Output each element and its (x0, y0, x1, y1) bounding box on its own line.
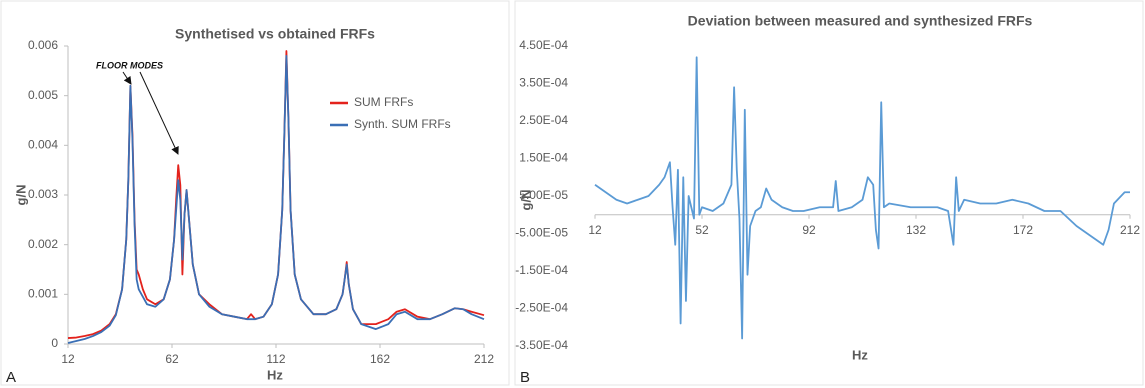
y-tick-label: -5.00E-05 (515, 226, 568, 240)
y-tick-label: 2.50E-04 (519, 113, 568, 127)
y-tick-label: 5.00E-05 (519, 188, 568, 202)
y-tick-label: -2.50E-04 (515, 301, 568, 315)
x-tick-label: 12 (588, 223, 602, 237)
data-line (67, 55, 485, 344)
annotation-arrow (122, 71, 132, 85)
panel-label: B (520, 369, 530, 386)
y-tick-label: 0.004 (28, 138, 58, 152)
x-tick-label: 162 (370, 352, 390, 366)
y-tick-label: 0.006 (28, 38, 58, 52)
y-tick-label: 0.001 (28, 287, 58, 301)
data-line (594, 56, 1130, 340)
y-tick-label: 0.002 (28, 237, 58, 251)
x-axis-label: Hz (852, 347, 868, 362)
y-axis-label: g/N (518, 190, 533, 211)
legend-label: Synth. SUM FRFs (354, 117, 451, 131)
x-tick-label: 212 (474, 352, 494, 366)
x-tick-label: 92 (802, 223, 816, 237)
annotation: FLOOR MODES (96, 60, 163, 70)
panel-frame (0, 0, 510, 386)
x-tick-label: 52 (695, 223, 709, 237)
y-tick-label: 0.005 (28, 88, 58, 102)
x-tick-label: 212 (1120, 223, 1140, 237)
y-tick-label: 1.50E-04 (519, 151, 568, 165)
y-axis-label: g/N (13, 185, 28, 206)
y-tick-label: 0.003 (28, 187, 58, 201)
y-tick-label: -3.50E-04 (515, 338, 568, 352)
x-tick-label: 62 (165, 352, 179, 366)
y-tick-label: -1.50E-04 (515, 263, 568, 277)
panel-frame (514, 0, 1144, 386)
x-axis-label: Hz (267, 367, 283, 382)
y-tick-label: 4.50E-04 (519, 38, 568, 52)
legend-label: SUM FRFs (354, 95, 413, 109)
annotation-arrow (139, 71, 179, 155)
chart-title: Synthetised vs obtained FRFs (175, 26, 375, 42)
panel-label: A (6, 369, 16, 386)
x-tick-label: 172 (1013, 223, 1033, 237)
y-tick-label: 3.50E-04 (519, 76, 568, 90)
x-tick-label: 12 (61, 352, 75, 366)
chart-title: Deviation between measured and synthesiz… (688, 13, 1033, 29)
x-tick-label: 112 (266, 352, 285, 366)
x-tick-label: 132 (906, 223, 926, 237)
y-tick-label: 0 (51, 336, 58, 350)
